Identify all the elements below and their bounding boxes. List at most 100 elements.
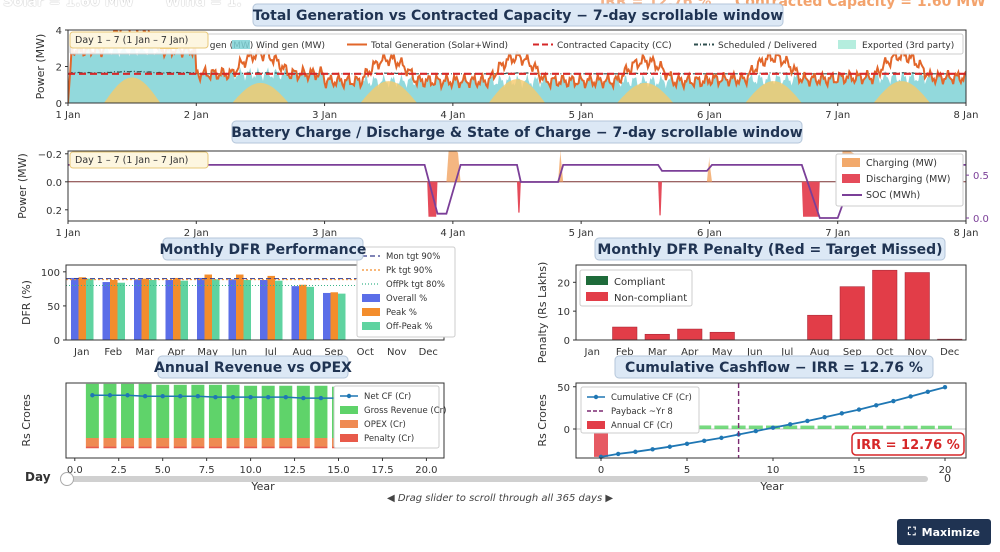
- revenue-legend-label: Penalty (Cr): [364, 434, 414, 444]
- dfr-xtick-label: Mar: [135, 347, 155, 358]
- dfr-legend-label: Peak %: [386, 308, 417, 318]
- opex-bar: [208, 438, 222, 447]
- gen-legend-label: Exported (3rd party): [862, 41, 954, 51]
- gen-legend-label: Contracted Capacity (CC): [557, 41, 672, 51]
- net-cf-point: [283, 394, 288, 400]
- discharge-area: [517, 181, 521, 213]
- dfr-xtick-label: Apr: [168, 347, 186, 358]
- gen-xtick-label: 7 Jan: [825, 110, 850, 121]
- penalty-xtick-label: Oct: [876, 347, 893, 358]
- dfr-xtick-label: Dec: [419, 347, 438, 358]
- penalty-stack-bar: [156, 446, 170, 449]
- cashflow-ytick-label: 0: [564, 425, 570, 436]
- net-cf-point: [107, 393, 113, 398]
- dfr-bar: [306, 286, 314, 340]
- penalty-legend-swatch: [586, 292, 608, 301]
- opex-bar: [103, 438, 117, 447]
- penalty-bar: [904, 272, 930, 341]
- dfr-xtick-label: Oct: [357, 347, 374, 358]
- day-slider-value: 0: [944, 472, 951, 485]
- cumulative-cf-point: [822, 414, 827, 420]
- annual-cf-bar: [903, 425, 918, 429]
- dfr-bar: [173, 277, 181, 340]
- dfr-bar: [236, 274, 244, 340]
- dfr-bar: [243, 280, 251, 340]
- cashflow-xtick-label: 10: [767, 465, 780, 476]
- revenue-legend-swatch: [346, 393, 352, 399]
- net-cf-point: [248, 394, 253, 400]
- dfr-xtick-label: Jan: [73, 347, 89, 358]
- revenue-xtick-label: 20.0: [415, 465, 437, 476]
- cashflow-xlabel: Year: [759, 480, 784, 493]
- battery-plot: [68, 151, 966, 219]
- battery-legend-label: Charging (MW): [866, 158, 937, 169]
- day-slider-track[interactable]: [62, 476, 928, 482]
- dfr-bar: [165, 280, 173, 340]
- cashflow-title-box: [614, 355, 934, 379]
- penalty-stack-bar: [121, 446, 135, 449]
- opex-bar: [261, 438, 275, 447]
- annual-cf-bar: [886, 425, 901, 429]
- cashflow-legend-box: [580, 386, 700, 434]
- cashflow-xtick-label: 5: [684, 465, 690, 476]
- cumulative-cf-point: [633, 449, 638, 455]
- net-cf-point: [213, 394, 218, 400]
- cashflow-legend-label: Cumulative CF (Cr): [611, 393, 692, 403]
- battery-xtick-label: 3 Jan: [312, 228, 337, 239]
- penalty-xtick-label: May: [712, 347, 733, 358]
- dfr-title: Monthly DFR Performance: [160, 242, 367, 258]
- dfr-legend-label: Overall %: [386, 294, 427, 304]
- penalty-xtick-label: Dec: [940, 347, 959, 358]
- revenue-xtick-label: 7.5: [199, 465, 215, 476]
- cashflow-legend: Cumulative CF (Cr) Payback ~Yr 8 Annual CF…: [580, 386, 700, 434]
- cumulative-cf-point: [753, 428, 758, 434]
- battery-xtick-label: 1 Jan: [56, 228, 81, 239]
- dfr-bar: [228, 279, 236, 340]
- gross-revenue-bar: [296, 385, 310, 438]
- revenue-title-box: [157, 355, 349, 379]
- cumulative-cf-point: [925, 389, 930, 395]
- dfr-legend-swatch: [362, 294, 380, 302]
- penalty-xtick-label: Feb: [616, 347, 634, 358]
- cumulative-cf-point: [770, 425, 776, 430]
- dfr-bar: [102, 282, 110, 340]
- dfr-bar: [267, 275, 275, 340]
- opex-bar: [138, 438, 152, 447]
- battery-legend-label: Discharging (MW): [866, 174, 950, 185]
- opex-bar: [156, 438, 170, 447]
- net-cf-point: [90, 393, 95, 398]
- dfr-bar: [204, 274, 212, 340]
- gross-revenue-bar: [191, 384, 205, 438]
- annual-cf-bar: [920, 425, 935, 429]
- gen-ylabel: Power (MW): [34, 34, 47, 100]
- gen-legend-swatch: [232, 40, 250, 49]
- maximize-button[interactable]: ⛶ Maximize: [897, 519, 991, 545]
- penalty-stack-bar: [226, 446, 240, 449]
- cashflow-ytick-label: 50: [557, 383, 570, 394]
- battery-ytick-label: 0.2: [46, 206, 62, 217]
- revenue-legend-label: OPEX (Cr): [364, 420, 406, 430]
- penalty-title-box: [594, 237, 946, 261]
- dfr-bar: [275, 280, 283, 340]
- dfr-bar: [338, 293, 346, 340]
- day-slider[interactable]: [60, 472, 928, 486]
- dfr-bar: [330, 292, 338, 340]
- maximize-icon: ⛶: [907, 525, 916, 538]
- cc-stat: Contracted Capacity = 1.60 MW: [735, 0, 986, 10]
- annual-cf-bar: [714, 425, 729, 429]
- penalty-stack-bar: [208, 446, 222, 449]
- cashflow-ylabel: Rs Crores: [536, 394, 549, 447]
- gross-revenue-bar: [173, 384, 187, 438]
- day-slider-thumb[interactable]: [60, 472, 74, 486]
- penalty-stack-bar: [244, 446, 258, 449]
- annual-cf-bar: [697, 425, 712, 429]
- gen-legend: Solar gen (MW) Wind gen (MW) Total Generat…: [69, 33, 964, 55]
- wind-stat: Wind = 1.: [165, 0, 242, 10]
- revenue-legend-swatch: [340, 434, 358, 442]
- gen-ytick-label: 0: [56, 99, 62, 110]
- dfr-xtick-label: Aug: [292, 347, 312, 358]
- revenue-xtick-label: 5.0: [155, 465, 171, 476]
- gen-legend-swatch: [838, 40, 856, 49]
- net-cf-point: [318, 395, 324, 401]
- cumulative-cf-point: [702, 438, 707, 444]
